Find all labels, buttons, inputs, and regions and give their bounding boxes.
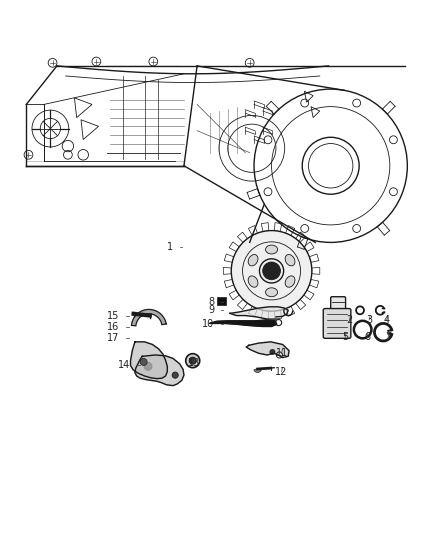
Text: 3: 3 (366, 315, 372, 325)
FancyBboxPatch shape (323, 309, 351, 338)
Ellipse shape (265, 288, 278, 297)
Circle shape (172, 372, 178, 378)
Text: 1: 1 (167, 242, 173, 252)
FancyBboxPatch shape (331, 297, 346, 320)
Circle shape (144, 362, 152, 370)
Text: 6: 6 (364, 333, 370, 343)
Text: 11: 11 (276, 348, 288, 358)
Ellipse shape (285, 255, 295, 266)
Wedge shape (254, 368, 261, 373)
Ellipse shape (265, 245, 278, 254)
Ellipse shape (285, 276, 295, 287)
Text: 13: 13 (188, 358, 200, 368)
Polygon shape (246, 342, 289, 358)
Ellipse shape (248, 276, 258, 287)
Circle shape (189, 357, 196, 364)
Polygon shape (135, 355, 184, 386)
Text: 8: 8 (208, 296, 215, 306)
Text: 4: 4 (384, 315, 390, 325)
Circle shape (263, 262, 280, 280)
Text: 16: 16 (107, 322, 120, 332)
Text: 7: 7 (385, 333, 391, 343)
Polygon shape (131, 342, 167, 378)
Text: 12: 12 (276, 367, 288, 377)
Text: 2: 2 (346, 315, 353, 325)
Circle shape (140, 359, 147, 366)
Text: 5: 5 (342, 333, 348, 343)
Circle shape (186, 354, 200, 368)
Text: 10: 10 (202, 319, 215, 329)
Circle shape (270, 349, 275, 354)
Bar (217, 297, 226, 305)
Circle shape (231, 231, 312, 311)
Text: 14: 14 (118, 360, 131, 370)
Polygon shape (131, 310, 166, 326)
Text: 17: 17 (107, 333, 120, 343)
Ellipse shape (248, 255, 258, 266)
Polygon shape (209, 320, 277, 327)
Polygon shape (230, 307, 288, 319)
Text: 15: 15 (107, 311, 120, 320)
Text: 9: 9 (208, 305, 215, 316)
